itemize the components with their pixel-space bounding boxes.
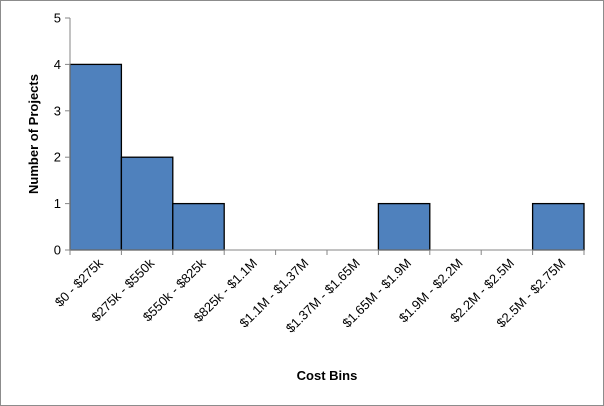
y-tick-label: 1 (54, 196, 61, 211)
y-ticks-group: 0 1 2 3 4 5 (54, 11, 70, 258)
x-ticks-group: $0 - $275k$275k - $550k$550k - $825k$825… (52, 250, 585, 336)
histogram-bar (120, 156, 174, 251)
y-tick-label: 2 (54, 150, 61, 165)
y-tick-label: 3 (54, 103, 61, 118)
y-axis-title: Number of Projects (26, 74, 41, 194)
x-tick-label: $0 - $275k (52, 255, 106, 309)
histogram-bar (377, 202, 431, 251)
histogram-bar (531, 202, 585, 251)
y-tick-label: 0 (54, 243, 61, 258)
histogram-bar (69, 63, 123, 251)
bars-group (69, 63, 585, 251)
y-tick-label: 5 (54, 11, 61, 26)
histogram-bar (172, 202, 225, 251)
x-axis-title: Cost Bins (297, 368, 358, 383)
y-tick-label: 4 (54, 57, 61, 72)
